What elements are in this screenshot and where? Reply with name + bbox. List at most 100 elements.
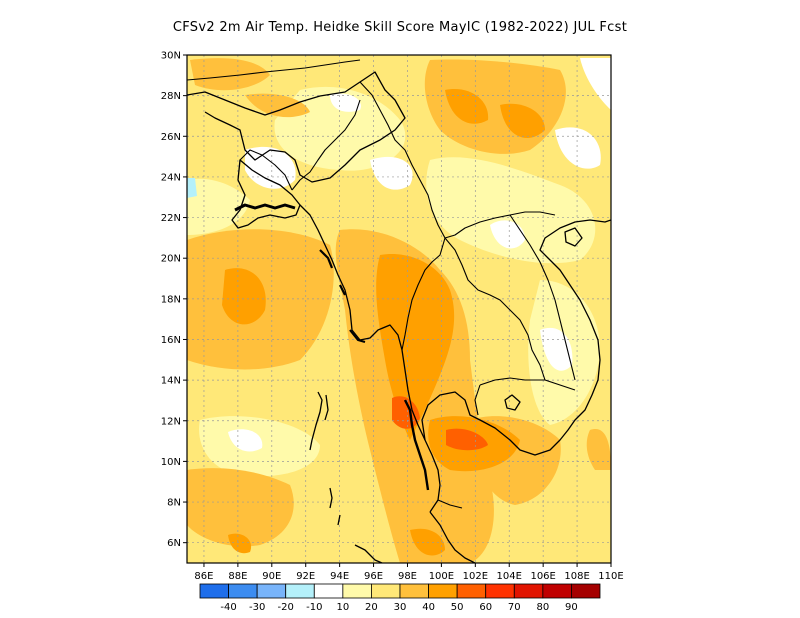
field-patch (410, 528, 445, 556)
lat-tick-label: 6N (167, 538, 181, 549)
legend-swatch (456, 583, 487, 599)
legend-swatch (313, 583, 344, 599)
field-patch (187, 178, 250, 235)
field-patch (580, 58, 611, 110)
legend-label: 10 (336, 602, 349, 613)
legend-swatch (428, 583, 458, 599)
lon-tick-label: 104E (497, 571, 522, 582)
lon-tick-label: 88E (228, 571, 247, 582)
lat-tick-label: 14N (161, 376, 181, 387)
coastlines (187, 71, 611, 563)
legend-swatch (342, 583, 372, 599)
field-patch (330, 93, 361, 112)
lat-tick-label: 30N (161, 51, 181, 62)
field-patch (228, 533, 252, 554)
lon-tick-label: 108E (564, 571, 589, 582)
field-patch (370, 156, 413, 190)
coastline-gulf-thailand (421, 219, 611, 456)
lon-tick-label: 102E (463, 571, 488, 582)
color-legend: -40 -30 -20 -10 10 20 30 40 50 60 70 80 90 (199, 583, 601, 613)
field-patch (245, 146, 296, 189)
legend-swatch (371, 583, 401, 599)
legend-label: -20 (278, 602, 294, 613)
lon-tick-label: 92E (296, 571, 315, 582)
legend-swatch (285, 583, 315, 599)
lon-tick-label: 94E (330, 571, 349, 582)
latitude-axis: 6N 8N 10N 12N 14N 16N 18N 20N 22N 24N 26N 28N 30N (161, 51, 187, 549)
border-laos-vietnam (509, 214, 576, 381)
legend-swatch (199, 583, 229, 599)
legend-swatch (485, 583, 515, 599)
map-title: CFSv2 2m Air Temp. Heidke Skill Score Ma… (172, 20, 628, 35)
field-patch (500, 103, 545, 138)
legend-label: 70 (508, 602, 521, 613)
map-frame (186, 54, 612, 564)
coastline-nicobar (329, 487, 341, 526)
field-patch (445, 89, 489, 124)
coastline-malay-peninsula (429, 511, 476, 563)
lon-tick-label: 110E (598, 571, 623, 582)
field-patch (555, 127, 601, 169)
field-patch (490, 220, 525, 249)
legend-swatch (571, 583, 601, 599)
border-india-myanmar (291, 99, 361, 191)
legend-label: -30 (249, 602, 265, 613)
lon-tick-label: 106E (530, 571, 555, 582)
coastline-hainan (564, 227, 583, 247)
lon-tick-label: 90E (262, 571, 281, 582)
border-cambodia (474, 377, 576, 416)
lon-tick-label: 100E (429, 571, 454, 582)
border-myanmar-thailand (401, 237, 446, 351)
lat-tick-label: 10N (161, 457, 181, 468)
border-laos-china (444, 211, 556, 239)
lat-tick-label: 16N (161, 335, 181, 346)
legend-swatch (256, 583, 287, 599)
field-patch (446, 428, 488, 451)
field-patch (190, 58, 270, 91)
field-patch (586, 429, 611, 470)
legend-label: -10 (306, 602, 322, 613)
skill-field (187, 55, 611, 563)
legend-swatch (513, 583, 544, 599)
border-myanmar-china (359, 81, 446, 239)
lon-tick-label: 96E (364, 571, 383, 582)
border-india-china (187, 59, 361, 81)
lat-tick-label: 8N (167, 498, 181, 509)
coastline-arakan (319, 249, 366, 344)
legend-label: 50 (451, 602, 464, 613)
lat-tick-label: 24N (161, 172, 181, 183)
lat-tick-label: 28N (161, 91, 181, 102)
border-bangladesh-india (239, 149, 293, 191)
field-patch (187, 178, 197, 198)
lat-tick-label: 20N (161, 254, 181, 265)
lat-tick-label: 26N (161, 132, 181, 143)
coastline-myanmar-west (299, 204, 441, 513)
legend-label: 40 (422, 602, 435, 613)
lon-tick-label: 86E (194, 571, 213, 582)
coastline-tonlesap (504, 394, 521, 411)
lat-tick-label: 22N (161, 213, 181, 224)
legend-swatch (542, 583, 572, 599)
legend-swatch (399, 583, 429, 599)
field-patch (245, 93, 310, 118)
coastline-sumatra-tip (354, 544, 383, 563)
legend-label: 90 (565, 602, 578, 613)
lat-tick-label: 18N (161, 294, 181, 305)
legend-label: -40 (220, 602, 236, 613)
coastline-bay-of-bengal (187, 71, 406, 183)
border-thailand-laos (444, 237, 546, 381)
lon-tick-label: 98E (398, 571, 417, 582)
field-patch (376, 254, 455, 440)
legend-label: 30 (394, 602, 407, 613)
lat-tick-label: 12N (161, 416, 181, 427)
field-patch (228, 429, 263, 452)
legend-swatch (228, 583, 258, 599)
legend-label: 20 (365, 602, 378, 613)
coastline-andaman-a (309, 391, 323, 451)
coastline-mergui (403, 399, 430, 491)
coastline-andaman-b (324, 394, 329, 421)
longitude-axis: 86E 88E 90E 92E 94E 96E 98E 100E 102E 104E 106E 108… (194, 563, 624, 582)
field-patch (187, 468, 294, 547)
country-borders (187, 59, 576, 509)
